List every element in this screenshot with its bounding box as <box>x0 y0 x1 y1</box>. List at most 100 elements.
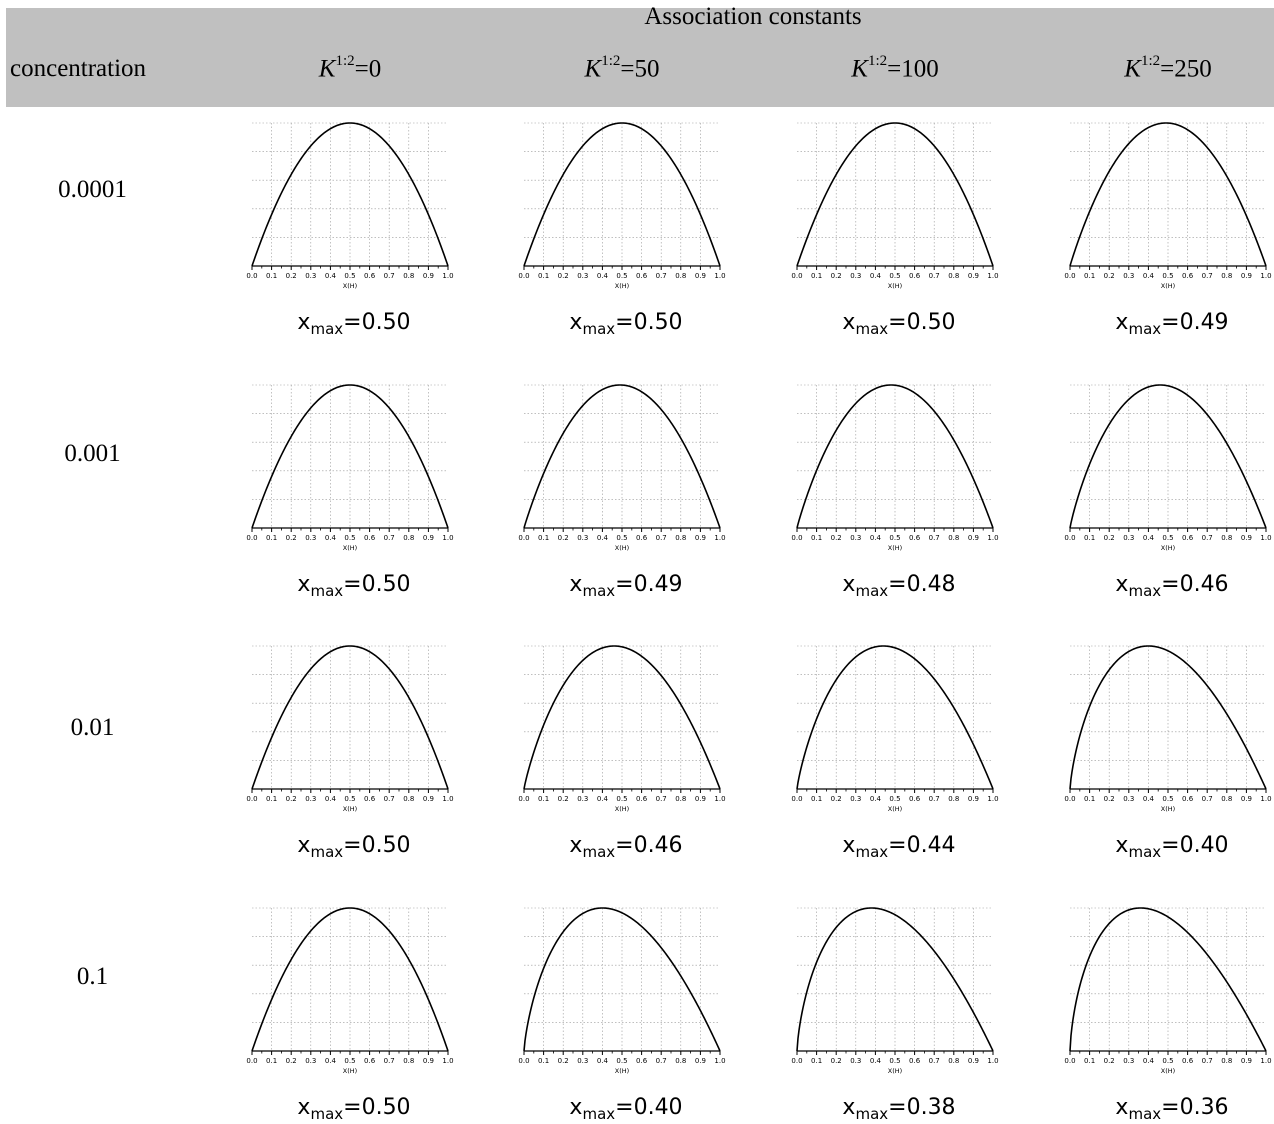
x-tick-label: 1.0 <box>987 272 998 280</box>
job-plot-r0-c3: 0.0 0.1 0.2 0.3 0.4 0.5 0.6 0.7 0.8 0.9 1.0 X(H) <box>1063 118 1273 293</box>
k-superscript: 1:2 <box>867 53 888 69</box>
series-line <box>251 122 449 267</box>
x-tick-label: 0.3 <box>850 272 861 280</box>
xmax-symbol: x <box>569 572 583 597</box>
x-tick-label: 0.3 <box>1123 1057 1134 1065</box>
x-tick-label: 0.6 <box>636 1057 648 1065</box>
xmax-subscript: max <box>855 1105 889 1123</box>
k-symbol: K <box>584 55 602 83</box>
xmax-label-r2-c0: xmax=0.50 <box>239 833 469 861</box>
job-plot-r2-c3: 0.0 0.1 0.2 0.3 0.4 0.5 0.6 0.7 0.8 0.9 1.0 X(H) <box>1063 641 1273 816</box>
x-tick-label: 0.2 <box>1104 1057 1115 1065</box>
x-axis-label: X(H) <box>343 544 357 552</box>
x-tick-label: 0.2 <box>831 1057 842 1065</box>
k-superscript: 1:2 <box>601 53 621 69</box>
column-value: =250 <box>1160 55 1212 83</box>
x-tick-label: 0.4 <box>1143 534 1155 542</box>
x-tick-label: 0.8 <box>403 534 414 542</box>
x-tick-label: 0.9 <box>968 1057 979 1065</box>
xmax-value: =0.50 <box>343 1095 411 1120</box>
x-tick-label: 0.2 <box>1104 795 1115 803</box>
x-tick-label: 0.0 <box>246 272 257 280</box>
x-tick-label: 0.1 <box>1084 1057 1095 1065</box>
xmax-subscript: max <box>310 1105 344 1123</box>
series-line <box>796 384 994 529</box>
xmax-subscript: max <box>855 320 889 338</box>
x-tick-label: 0.9 <box>968 272 979 280</box>
x-tick-label: 0.4 <box>1143 272 1155 280</box>
series-line <box>796 907 994 1052</box>
x-tick-label: 0.2 <box>286 795 297 803</box>
x-axis-label: X(H) <box>615 805 629 813</box>
x-tick-label: 0.2 <box>1104 534 1115 542</box>
x-tick-label: 0.6 <box>364 534 376 542</box>
x-tick-label: 0.0 <box>1064 534 1075 542</box>
plot-svg: 0.0 0.1 0.2 0.3 0.4 0.5 0.6 0.7 0.8 0.9 1.0 X(H) <box>1064 907 1272 1075</box>
x-tick-label: 0.4 <box>325 795 337 803</box>
x-tick-label: 0.3 <box>577 272 588 280</box>
x-tick-label: 0.5 <box>344 534 355 542</box>
series-line <box>796 122 994 267</box>
plot-svg: 0.0 0.1 0.2 0.3 0.4 0.5 0.6 0.7 0.8 0.9 1.0 X(H) <box>1064 122 1272 290</box>
row-label-0: 0.0001 <box>58 176 127 203</box>
x-tick-label: 0.3 <box>577 1057 588 1065</box>
plot-svg: 0.0 0.1 0.2 0.3 0.4 0.5 0.6 0.7 0.8 0.9 1.0 X(H) <box>1064 645 1272 813</box>
x-tick-label: 0.3 <box>1123 272 1134 280</box>
column-header-2: K1:2=100 <box>795 53 995 83</box>
x-tick-label: 0.8 <box>403 1057 414 1065</box>
xmax-subscript: max <box>1128 843 1162 861</box>
job-plot-r3-c2: 0.0 0.1 0.2 0.3 0.4 0.5 0.6 0.7 0.8 0.9 1.0 X(H) <box>790 903 1000 1078</box>
xmax-label-r1-c1: xmax=0.49 <box>511 572 741 600</box>
x-tick-label: 1.0 <box>714 795 725 803</box>
xmax-symbol: x <box>1115 572 1129 597</box>
x-axis-label: X(H) <box>1161 282 1175 290</box>
x-tick-label: 0.3 <box>305 272 316 280</box>
xmax-subscript: max <box>582 1105 616 1123</box>
x-tick-label: 0.7 <box>929 795 940 803</box>
series-line <box>523 384 721 529</box>
x-tick-label: 0.9 <box>695 1057 706 1065</box>
xmax-symbol: x <box>297 833 311 858</box>
x-tick-label: 0.7 <box>929 272 940 280</box>
x-tick-label: 0.5 <box>1162 534 1173 542</box>
x-tick-label: 0.6 <box>1182 534 1194 542</box>
x-tick-label: 0.1 <box>538 795 549 803</box>
plot-svg: 0.0 0.1 0.2 0.3 0.4 0.5 0.6 0.7 0.8 0.9 1.0 X(H) <box>791 645 999 813</box>
x-tick-label: 0.3 <box>577 534 588 542</box>
row-label-1: 0.001 <box>64 440 121 467</box>
x-axis-label: X(H) <box>615 544 629 552</box>
series-line <box>251 645 449 790</box>
x-tick-label: 0.0 <box>518 272 529 280</box>
x-tick-label: 0.7 <box>384 795 395 803</box>
x-tick-label: 0.8 <box>948 534 959 542</box>
x-tick-label: 0.8 <box>403 795 414 803</box>
x-tick-label: 0.9 <box>695 534 706 542</box>
k-symbol: K <box>1124 55 1141 83</box>
series-line <box>251 384 449 529</box>
xmax-symbol: x <box>297 572 311 597</box>
x-tick-label: 0.1 <box>538 1057 549 1065</box>
xmax-label-r3-c2: xmax=0.38 <box>784 1095 1014 1123</box>
x-tick-label: 0.1 <box>811 795 822 803</box>
x-axis-label: X(H) <box>343 282 357 290</box>
x-tick-label: 0.9 <box>968 795 979 803</box>
xmax-value: =0.44 <box>888 833 956 858</box>
x-tick-label: 0.6 <box>364 795 376 803</box>
x-tick-label: 0.8 <box>948 1057 959 1065</box>
xmax-value: =0.50 <box>615 310 683 335</box>
x-tick-label: 0.3 <box>305 795 316 803</box>
xmax-value: =0.49 <box>615 572 683 597</box>
x-tick-label: 0.0 <box>518 534 529 542</box>
x-tick-label: 1.0 <box>442 795 453 803</box>
x-tick-label: 0.6 <box>909 1057 921 1065</box>
x-tick-label: 0.5 <box>616 272 627 280</box>
xmax-label-r2-c3: xmax=0.40 <box>1057 833 1274 861</box>
x-tick-label: 0.7 <box>656 1057 667 1065</box>
job-plot-r2-c1: 0.0 0.1 0.2 0.3 0.4 0.5 0.6 0.7 0.8 0.9 1.0 X(H) <box>517 641 727 816</box>
series-line <box>1069 122 1267 267</box>
job-plot-r0-c0: 0.0 0.1 0.2 0.3 0.4 0.5 0.6 0.7 0.8 0.9 1.0 X(H) <box>245 118 455 293</box>
xmax-label-r3-c3: xmax=0.36 <box>1057 1095 1274 1123</box>
x-tick-label: 0.1 <box>266 272 277 280</box>
x-tick-label: 0.6 <box>636 534 648 542</box>
xmax-value: =0.50 <box>343 572 411 597</box>
